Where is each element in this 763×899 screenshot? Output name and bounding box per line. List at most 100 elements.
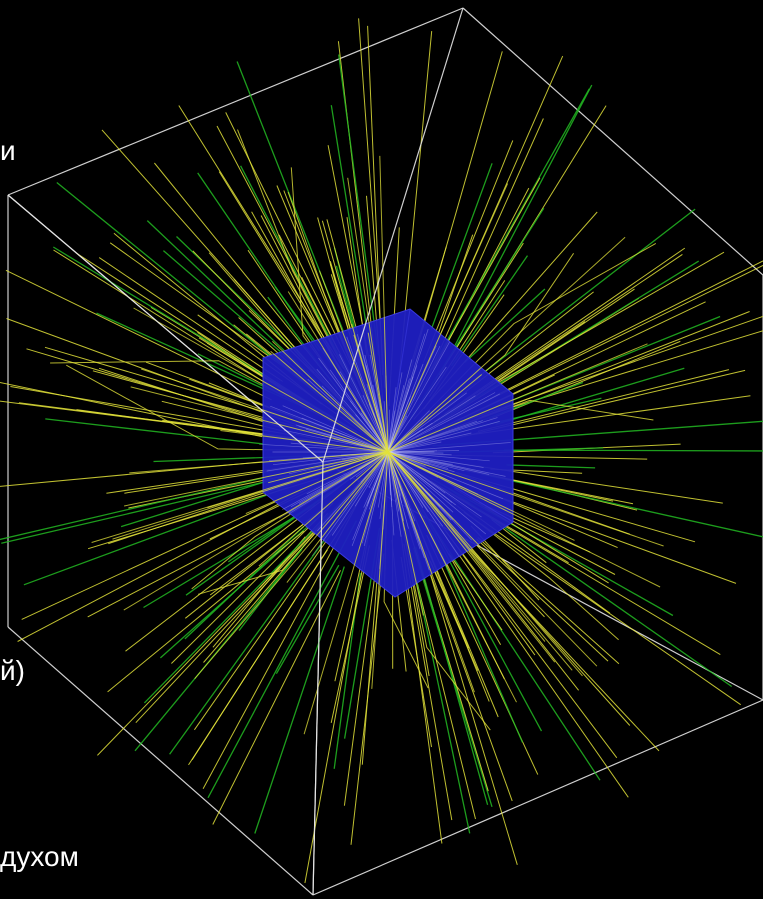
inner-track — [387, 451, 393, 502]
inner-track — [372, 384, 389, 453]
inner-track — [387, 451, 402, 537]
inner-track — [387, 451, 409, 529]
inner-track — [311, 451, 389, 557]
gamma-track-front — [130, 386, 389, 453]
gamma-track — [98, 257, 283, 382]
inner-track — [283, 429, 389, 453]
clipped-caption-bottom: духом — [0, 841, 79, 872]
gamma-track — [188, 549, 328, 766]
gamma-track-front — [272, 340, 389, 453]
inner-track — [387, 451, 454, 513]
electron-track — [432, 535, 523, 743]
inner-track — [387, 442, 511, 453]
electron-track — [207, 520, 358, 799]
electron-track — [503, 449, 763, 452]
inner-track — [387, 385, 405, 453]
gamma-track — [468, 536, 545, 618]
inner-track — [364, 354, 389, 453]
inner-track — [318, 357, 389, 453]
inner-track — [339, 354, 389, 453]
electron-track — [476, 208, 696, 379]
detector-cube-edge — [387, 308, 411, 448]
electron-track — [120, 479, 270, 528]
gamma-track — [178, 105, 345, 370]
gamma-track — [5, 269, 272, 401]
inner-track — [387, 451, 484, 468]
gamma-track-front — [379, 155, 389, 453]
gamma-track-front — [258, 451, 389, 567]
inner-track — [387, 451, 453, 503]
gamma-track — [416, 529, 518, 865]
world-box-front-edge — [322, 7, 464, 463]
inner-track — [366, 451, 389, 507]
gamma-track — [171, 502, 334, 664]
inner-track — [282, 405, 389, 453]
gamma-track — [456, 260, 763, 416]
world-box-edge — [312, 699, 763, 896]
electron-track — [430, 163, 493, 331]
inner-track — [387, 451, 506, 477]
electron-track — [197, 172, 320, 352]
inner-track — [387, 392, 496, 453]
electron-track — [429, 88, 590, 371]
inner-track — [387, 451, 446, 494]
gamma-track-front — [351, 323, 389, 453]
inner-track — [270, 405, 389, 453]
gamma-track-front — [387, 451, 573, 671]
gamma-track — [17, 485, 313, 642]
inner-track — [387, 333, 426, 453]
inner-track — [351, 451, 389, 547]
inner-track — [387, 366, 447, 453]
inner-track — [387, 395, 476, 453]
gamma-track — [212, 536, 306, 648]
world-box-edge — [7, 7, 464, 196]
inner-track — [387, 451, 460, 558]
gamma-track-front — [387, 183, 509, 453]
inner-track — [387, 451, 424, 508]
gamma-track-front — [387, 451, 583, 677]
inner-track — [282, 451, 389, 511]
gamma-track-front — [387, 451, 556, 663]
inner-track — [320, 451, 389, 463]
particle-tracks-front — [7, 7, 664, 896]
inner-track — [387, 451, 429, 513]
inner-track — [290, 442, 389, 453]
clipped-caption-top: и — [0, 135, 16, 166]
inner-track — [377, 451, 389, 508]
inner-track — [387, 441, 442, 453]
inner-track — [266, 451, 389, 472]
world-box-edge — [462, 7, 763, 276]
inner-track — [387, 451, 490, 462]
electron-track — [134, 548, 303, 752]
gamma-track — [490, 493, 737, 584]
electron-track — [415, 546, 489, 805]
gamma-track — [438, 234, 474, 333]
gamma-track-front — [220, 430, 389, 453]
inner-track — [387, 421, 500, 453]
gamma-track-front — [286, 451, 389, 583]
inner-track — [387, 451, 482, 518]
gamma-track-front — [387, 451, 598, 667]
gamma-track — [429, 118, 544, 374]
electron-track — [184, 525, 305, 640]
inner-track — [298, 425, 389, 453]
gamma-track-front — [387, 343, 648, 453]
inner-track — [387, 451, 465, 472]
inner-track — [349, 451, 389, 480]
inner-track — [387, 363, 424, 453]
inner-track — [387, 387, 397, 453]
gamma-track-front — [287, 291, 389, 453]
inner-track — [352, 451, 389, 541]
inner-track — [355, 414, 389, 453]
inner-track — [368, 451, 389, 488]
inner-track — [387, 420, 483, 453]
inner-track — [363, 451, 389, 546]
inner-track — [387, 392, 467, 453]
electron-track — [453, 84, 593, 347]
inner-track — [387, 451, 395, 536]
inner-track — [367, 451, 389, 504]
inner-track — [387, 451, 453, 465]
gamma-track-front — [387, 451, 475, 693]
electron-track — [450, 255, 529, 367]
